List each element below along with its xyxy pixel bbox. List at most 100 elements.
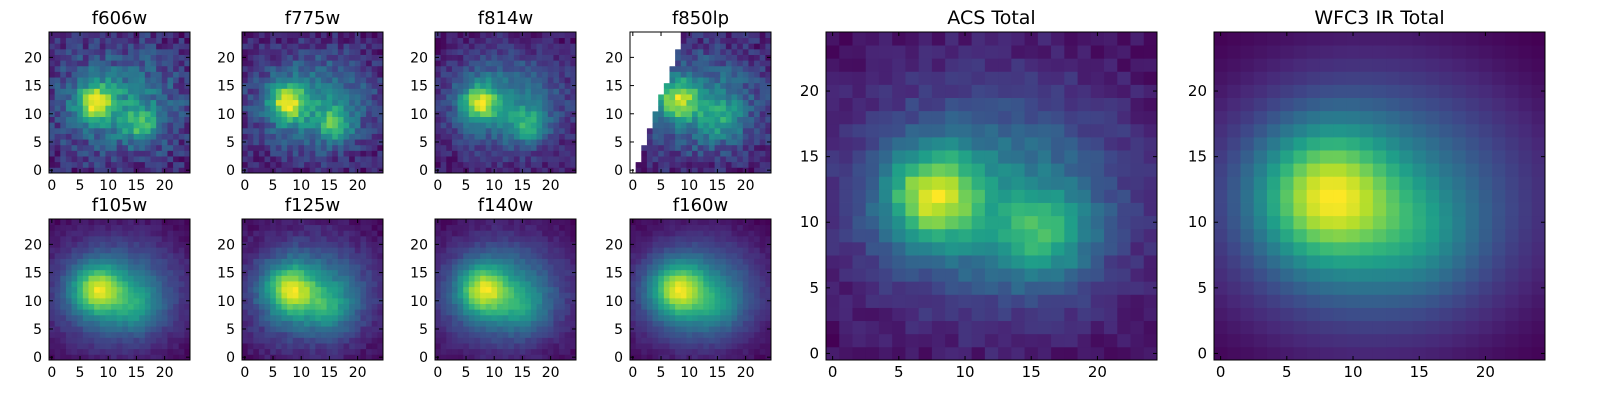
heatmap-cell <box>480 37 487 44</box>
heatmap-cell <box>65 88 72 95</box>
heatmap-cell <box>127 94 134 101</box>
heatmap-cell <box>663 110 670 117</box>
heatmap-cell <box>720 156 727 163</box>
heatmap-cell <box>692 77 699 84</box>
heatmap-cell <box>480 122 487 129</box>
heatmap-cell <box>298 320 305 327</box>
heatmap-cell <box>144 150 151 157</box>
heatmap-cell <box>686 326 693 333</box>
heatmap-cell <box>720 331 727 338</box>
heatmap-cell <box>536 43 543 50</box>
heatmap-cell <box>49 337 56 344</box>
heatmap-cell <box>508 337 515 344</box>
heatmap-cell <box>281 303 288 310</box>
heatmap-cell <box>652 77 659 84</box>
heatmap-cell <box>536 258 543 265</box>
heatmap-cell <box>742 54 749 61</box>
heatmap-cell <box>474 354 481 361</box>
heatmap-cell <box>737 331 744 338</box>
heatmap-cell <box>731 77 738 84</box>
heatmap-cell <box>292 258 299 265</box>
heatmap-cell <box>680 133 687 140</box>
heatmap-cell <box>264 235 271 242</box>
heatmap-cell <box>116 161 123 168</box>
heatmap-cell <box>315 252 322 259</box>
heatmap-cell <box>725 326 732 333</box>
heatmap-cell <box>675 292 682 299</box>
heatmap-cell <box>371 219 378 226</box>
heatmap-cell <box>354 247 361 254</box>
heatmap-cell <box>116 43 123 50</box>
heatmap-cell <box>536 77 543 84</box>
heatmap-cell <box>451 43 458 50</box>
heatmap-cell <box>366 116 373 123</box>
heatmap-cell <box>669 122 676 129</box>
heatmap-cell <box>703 60 710 67</box>
heatmap-cell <box>468 32 475 39</box>
heatmap-cell <box>77 144 84 151</box>
heatmap-cell <box>669 133 676 140</box>
heatmap-cell <box>150 348 157 355</box>
heatmap-cell <box>435 105 442 112</box>
heatmap-cell <box>513 54 520 61</box>
heatmap-cell <box>167 297 174 304</box>
heatmap-cell <box>765 320 772 327</box>
heatmap-cell <box>315 343 322 350</box>
heatmap-cell <box>127 286 134 293</box>
heatmap-cell <box>150 219 157 226</box>
heatmap-cell <box>144 326 151 333</box>
heatmap-cell <box>564 139 571 146</box>
heatmap-cell <box>287 65 294 72</box>
heatmap-cell <box>697 48 704 55</box>
heatmap-cell <box>264 77 271 84</box>
heatmap-cell <box>502 82 509 89</box>
heatmap-cell <box>731 71 738 78</box>
heatmap-cell <box>54 77 61 84</box>
heatmap-cell <box>315 247 322 254</box>
heatmap-cell <box>652 88 659 95</box>
heatmap-cell <box>49 281 56 288</box>
heatmap-cell <box>748 348 755 355</box>
heatmap-cell <box>366 326 373 333</box>
heatmap-cell <box>247 127 254 134</box>
heatmap-cell <box>519 156 526 163</box>
heatmap-cell <box>525 286 532 293</box>
heatmap-cell <box>564 292 571 299</box>
heatmap-cell <box>309 241 316 248</box>
heatmap-cell <box>377 99 384 106</box>
heatmap-cell <box>94 94 101 101</box>
heatmap-cell <box>258 133 265 140</box>
heatmap-cell <box>371 348 378 355</box>
heatmap-cell <box>502 348 509 355</box>
y-tick-label: 5 <box>33 135 42 151</box>
heatmap-cell <box>94 139 101 146</box>
heatmap-cell <box>474 337 481 344</box>
heatmap-cell <box>765 94 772 101</box>
heatmap-cell <box>480 258 487 265</box>
heatmap-cell <box>497 150 504 157</box>
heatmap-cell <box>440 127 447 134</box>
heatmap-cell <box>71 99 78 106</box>
heatmap-cell <box>440 77 447 84</box>
heatmap-cell <box>275 71 282 78</box>
heatmap-cell <box>530 116 537 123</box>
heatmap-cell <box>258 88 265 95</box>
heatmap-cell <box>167 241 174 248</box>
heatmap-cell <box>377 281 384 288</box>
y-tick-label: 0 <box>33 350 42 366</box>
heatmap-cell <box>457 258 464 265</box>
heatmap-cell <box>127 77 134 84</box>
heatmap-cell <box>161 269 168 276</box>
heatmap-cell <box>675 156 682 163</box>
heatmap-cell <box>122 331 129 338</box>
heatmap-cell <box>258 235 265 242</box>
heatmap-cell <box>742 292 749 299</box>
heatmap-cell <box>105 105 112 112</box>
heatmap-cell <box>144 314 151 321</box>
heatmap-cell <box>173 99 180 106</box>
heatmap-cell <box>298 133 305 140</box>
heatmap-cell <box>754 156 761 163</box>
heatmap-cell <box>646 122 653 129</box>
heatmap-cell <box>332 122 339 129</box>
heatmap-cell <box>343 309 350 316</box>
